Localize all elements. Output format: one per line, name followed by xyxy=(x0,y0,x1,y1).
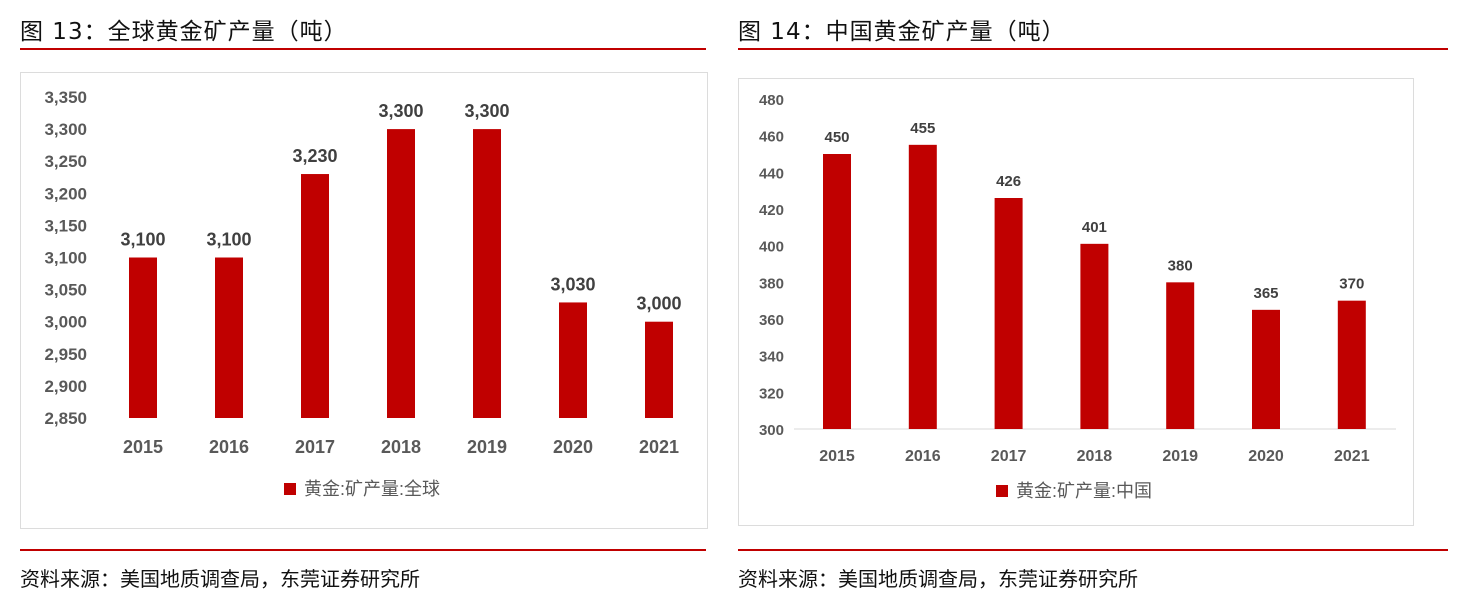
bar xyxy=(823,154,851,429)
source-rule xyxy=(738,549,1448,551)
x-tick-label: 2015 xyxy=(123,437,163,457)
data-label: 401 xyxy=(1082,219,1107,236)
x-tick-label: 2018 xyxy=(381,437,421,457)
figure-title-13: 图 13：全球黄金矿产量（吨） xyxy=(20,19,348,45)
x-tick-label: 2015 xyxy=(819,448,855,465)
bar xyxy=(301,174,329,418)
y-tick-label: 3,350 xyxy=(44,88,87,107)
y-tick-label: 2,900 xyxy=(44,377,87,396)
y-tick-label: 3,250 xyxy=(44,152,87,171)
data-label: 455 xyxy=(910,120,935,137)
y-tick-label: 3,100 xyxy=(44,249,87,268)
y-tick-label: 300 xyxy=(759,422,784,439)
y-tick-label: 420 xyxy=(759,202,784,219)
bar xyxy=(559,302,587,418)
y-tick-label: 440 xyxy=(759,165,784,182)
legend-label: 黄金:矿产量:中国 xyxy=(1016,481,1152,501)
x-tick-label: 2021 xyxy=(1334,448,1370,465)
y-tick-label: 3,300 xyxy=(44,120,87,139)
bar xyxy=(387,129,415,418)
data-label: 3,030 xyxy=(550,274,595,294)
x-tick-label: 2020 xyxy=(1248,448,1284,465)
y-tick-label: 400 xyxy=(759,239,784,256)
y-tick-label: 3,150 xyxy=(44,216,87,235)
data-label: 450 xyxy=(824,129,849,146)
bar xyxy=(1166,282,1195,429)
data-label: 380 xyxy=(1168,257,1193,274)
x-tick-label: 2016 xyxy=(905,448,941,465)
bar xyxy=(1252,309,1280,429)
bar xyxy=(1337,300,1366,429)
y-tick-label: 340 xyxy=(759,349,784,366)
bar xyxy=(215,257,243,418)
x-tick-label: 2019 xyxy=(467,437,507,457)
y-tick-label: 480 xyxy=(759,92,784,109)
y-tick-label: 2,850 xyxy=(44,409,87,428)
x-tick-label: 2018 xyxy=(1077,448,1113,465)
bar xyxy=(994,198,1023,429)
data-label: 3,300 xyxy=(378,101,423,121)
data-label: 3,230 xyxy=(292,146,337,166)
title-rule xyxy=(738,48,1448,50)
data-label: 3,100 xyxy=(120,230,165,250)
x-tick-label: 2019 xyxy=(1162,448,1198,465)
title-rule xyxy=(20,48,706,50)
y-tick-label: 360 xyxy=(759,312,784,329)
legend-label: 黄金:矿产量:全球 xyxy=(304,479,440,499)
source-rule xyxy=(20,549,706,551)
y-tick-label: 2,950 xyxy=(44,345,87,364)
data-label: 3,100 xyxy=(206,230,251,250)
chart-china: 300 320 340 360 380 400 420 440 460 480 450 2015 455… xyxy=(738,78,1414,526)
bar xyxy=(1080,243,1109,429)
y-tick-label: 3,000 xyxy=(44,313,87,332)
x-tick-label: 2021 xyxy=(639,437,679,457)
x-tick-label: 2017 xyxy=(295,437,335,457)
bar xyxy=(645,321,673,418)
source-note: 资料来源：美国地质调查局，东莞证券研究所 xyxy=(738,567,1138,591)
data-label: 3,000 xyxy=(636,294,681,314)
chart-global-svg: 2,850 2,900 2,950 3,000 3,050 3,100 3,150 3,200… xyxy=(44,88,681,499)
y-tick-label: 3,200 xyxy=(44,184,87,203)
x-tick-label: 2016 xyxy=(209,437,249,457)
data-label: 370 xyxy=(1339,276,1364,293)
bar xyxy=(473,129,501,418)
data-label: 365 xyxy=(1253,285,1278,302)
data-label: 3,300 xyxy=(464,101,509,121)
chart-global: 2,850 2,900 2,950 3,000 3,050 3,100 3,150 3,200… xyxy=(20,72,708,529)
figure-title-14: 图 14：中国黄金矿产量（吨） xyxy=(738,19,1066,45)
bar xyxy=(908,144,937,429)
legend-swatch xyxy=(996,485,1008,497)
data-label: 426 xyxy=(996,173,1021,190)
y-tick-label: 380 xyxy=(759,275,784,292)
chart-china-svg: 300 320 340 360 380 400 420 440 460 480 450 2015 455… xyxy=(759,92,1396,501)
legend-swatch xyxy=(284,483,296,495)
y-tick-label: 320 xyxy=(759,385,784,402)
y-tick-label: 460 xyxy=(759,129,784,146)
y-tick-label: 3,050 xyxy=(44,281,87,300)
bar xyxy=(129,257,157,418)
x-tick-label: 2017 xyxy=(991,448,1027,465)
x-tick-label: 2020 xyxy=(553,437,593,457)
source-note: 资料来源：美国地质调查局，东莞证券研究所 xyxy=(20,567,420,591)
